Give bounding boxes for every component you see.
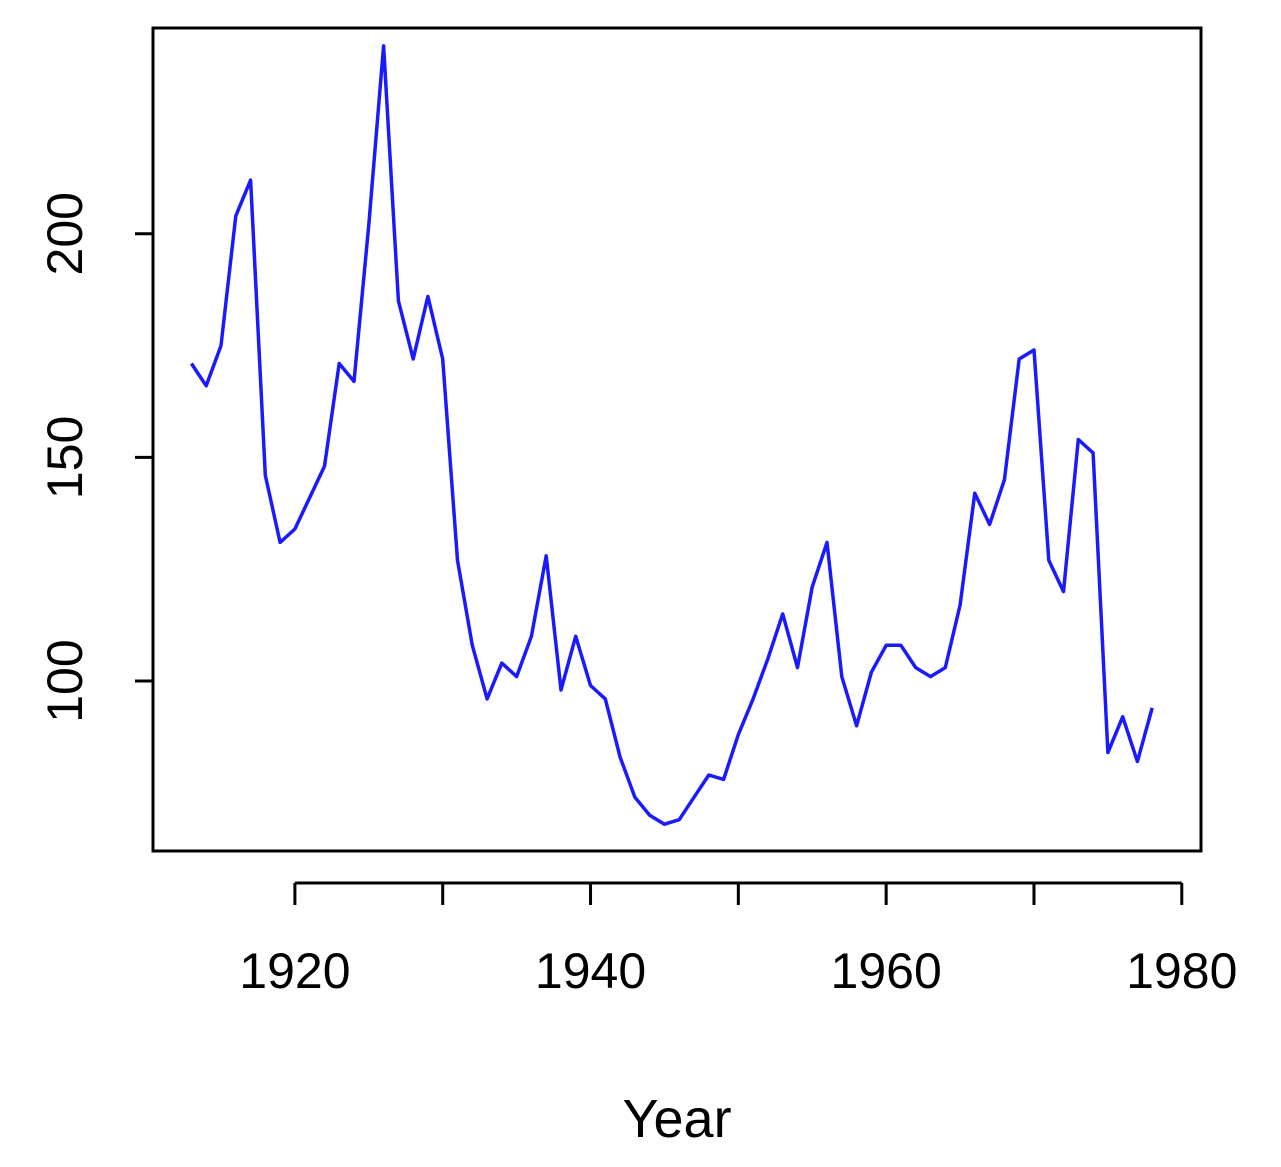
x-tick-label: 1980 [1126, 943, 1237, 999]
plot-frame [151, 26, 1203, 853]
y-axis: 100 150 200 [37, 192, 153, 723]
y-tick-label: 150 [37, 416, 93, 499]
x-axis: 1920 1940 1960 1980 [239, 881, 1237, 999]
series-line [189, 44, 1154, 826]
y-tick-label: 200 [37, 192, 93, 275]
x-tick-label: 1920 [239, 943, 350, 999]
x-axis-title: Year [622, 1089, 731, 1149]
x-tick-label: 1940 [535, 943, 646, 999]
y-tick-label: 100 [37, 639, 93, 722]
x-tick-label: 1960 [831, 943, 942, 999]
series-layer [189, 44, 1154, 826]
